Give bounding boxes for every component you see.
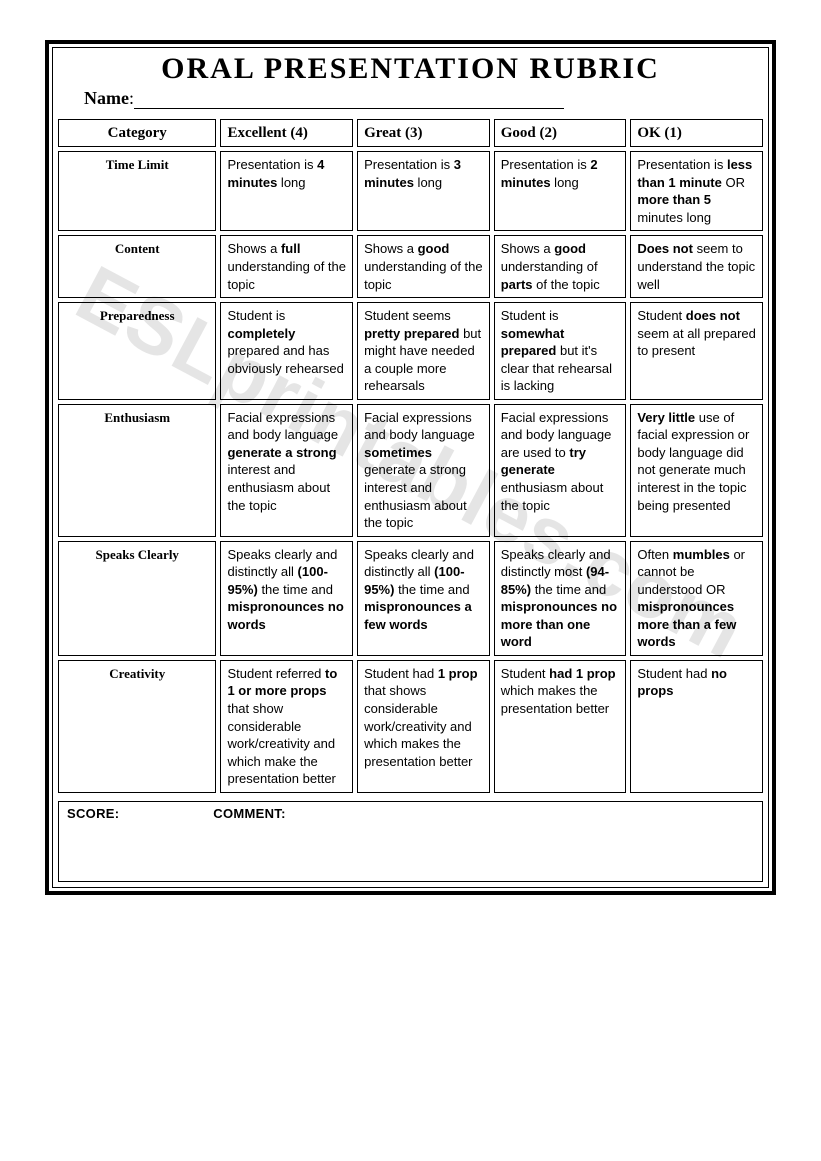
rubric-cell: Student had 1 prop that shows considerab…	[357, 660, 490, 793]
header-category: Category	[58, 119, 216, 147]
page-title: ORAL PRESENTATION RUBRIC	[59, 52, 762, 86]
rubric-cell: Does not seem to understand the topic we…	[630, 235, 763, 298]
table-row: ContentShows a full understanding of the…	[58, 235, 763, 298]
name-label: Name	[84, 88, 129, 108]
score-label: SCORE:	[67, 806, 119, 821]
rubric-frame: ORAL PRESENTATION RUBRIC Name: Category …	[45, 40, 776, 895]
rubric-cell: Student had no props	[630, 660, 763, 793]
rubric-cell: Speaks clearly and distinctly all (100-9…	[357, 541, 490, 656]
table-header-row: Category Excellent (4) Great (3) Good (2…	[58, 119, 763, 147]
rubric-cell: Shows a good understanding of the topic	[357, 235, 490, 298]
rubric-cell: Presentation is 2 minutes long	[494, 151, 627, 231]
table-row: Speaks ClearlySpeaks clearly and distinc…	[58, 541, 763, 656]
comment-label: COMMENT:	[213, 806, 285, 821]
table-row: Time LimitPresentation is 4 minutes long…	[58, 151, 763, 231]
header-great: Great (3)	[357, 119, 490, 147]
rubric-table: Category Excellent (4) Great (3) Good (2…	[54, 115, 767, 797]
rubric-cell: Presentation is 4 minutes long	[220, 151, 353, 231]
name-input-line[interactable]	[134, 95, 564, 109]
rubric-cell: Student is completely prepared and has o…	[220, 302, 353, 400]
rubric-cell: Shows a good understanding of parts of t…	[494, 235, 627, 298]
rubric-cell: Facial expressions and body language som…	[357, 404, 490, 537]
rubric-cell: Student is somewhat prepared but it's cl…	[494, 302, 627, 400]
category-cell: Preparedness	[58, 302, 216, 400]
rubric-cell: Speaks clearly and distinctly all (100-9…	[220, 541, 353, 656]
table-row: EnthusiasmFacial expressions and body la…	[58, 404, 763, 537]
rubric-cell: Presentation is 3 minutes long	[357, 151, 490, 231]
score-comment-box: SCORE: COMMENT:	[58, 801, 763, 882]
rubric-cell: Student had 1 prop which makes the prese…	[494, 660, 627, 793]
rubric-cell: Speaks clearly and distinctly most (94-8…	[494, 541, 627, 656]
rubric-cell: Facial expressions and body language gen…	[220, 404, 353, 537]
rubric-body: Time LimitPresentation is 4 minutes long…	[58, 151, 763, 793]
rubric-cell: Often mumbles or cannot be understood OR…	[630, 541, 763, 656]
rubric-cell: Student does not seem at all prepared to…	[630, 302, 763, 400]
category-cell: Content	[58, 235, 216, 298]
rubric-cell: Presentation is less than 1 minute OR mo…	[630, 151, 763, 231]
category-cell: Enthusiasm	[58, 404, 216, 537]
category-cell: Time Limit	[58, 151, 216, 231]
header-excellent: Excellent (4)	[220, 119, 353, 147]
category-cell: Creativity	[58, 660, 216, 793]
category-cell: Speaks Clearly	[58, 541, 216, 656]
rubric-cell: Student seems pretty prepared but might …	[357, 302, 490, 400]
header-ok: OK (1)	[630, 119, 763, 147]
table-row: CreativityStudent referred to 1 or more …	[58, 660, 763, 793]
rubric-cell: Student referred to 1 or more props that…	[220, 660, 353, 793]
name-row: Name:	[49, 88, 772, 115]
rubric-cell: Shows a full understanding of the topic	[220, 235, 353, 298]
table-row: PreparednessStudent is completely prepar…	[58, 302, 763, 400]
rubric-cell: Very little use of facial expression or …	[630, 404, 763, 537]
rubric-cell: Facial expressions and body language are…	[494, 404, 627, 537]
header-good: Good (2)	[494, 119, 627, 147]
